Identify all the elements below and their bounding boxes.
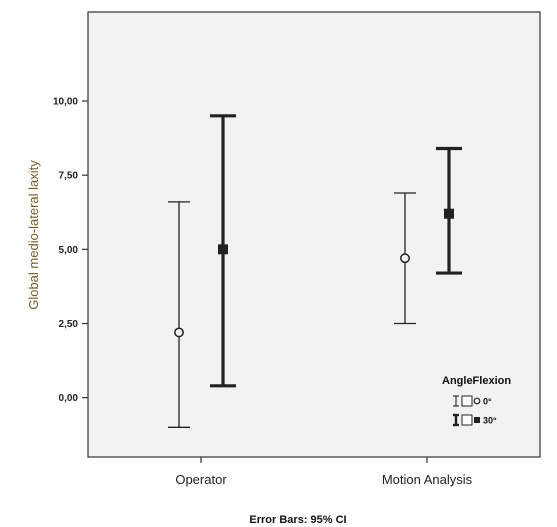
y-tick-label: 5,00 [59, 245, 79, 256]
legend-swatch [461, 395, 473, 407]
x-tick-label: Motion Analysis [382, 472, 473, 487]
legend-marker-square [474, 417, 480, 423]
plot-area [87, 11, 541, 458]
legend-entry-label: 0° [483, 397, 492, 407]
y-tick-label: 7,50 [59, 171, 79, 182]
legend-entry-label: 30° [483, 416, 497, 426]
y-tick-label: 2,50 [59, 319, 79, 330]
mean-marker-circle [174, 327, 184, 338]
footer-caption: Error Bars: 95% CI [249, 514, 346, 526]
y-tick-label: 10,00 [53, 97, 78, 108]
legend-marker-circle [473, 397, 481, 405]
y-tick-label: 0,00 [59, 393, 79, 404]
legend-swatch [461, 414, 473, 426]
mean-marker-square [218, 244, 228, 255]
mean-marker-circle [400, 253, 410, 264]
y-axis: 0,00 2,50 5,00 7,50 10,00 [53, 97, 88, 404]
x-axis: Operator Motion Analysis [175, 457, 473, 487]
legend-title: AngleFlexion [442, 375, 511, 387]
mean-marker-square [444, 208, 454, 219]
x-tick-label: Operator [175, 472, 227, 487]
y-axis-label: Global medio-lateral laxity [26, 160, 41, 310]
error-bars [168, 114, 462, 428]
legend: AngleFlexion 0° 30° [442, 375, 511, 427]
